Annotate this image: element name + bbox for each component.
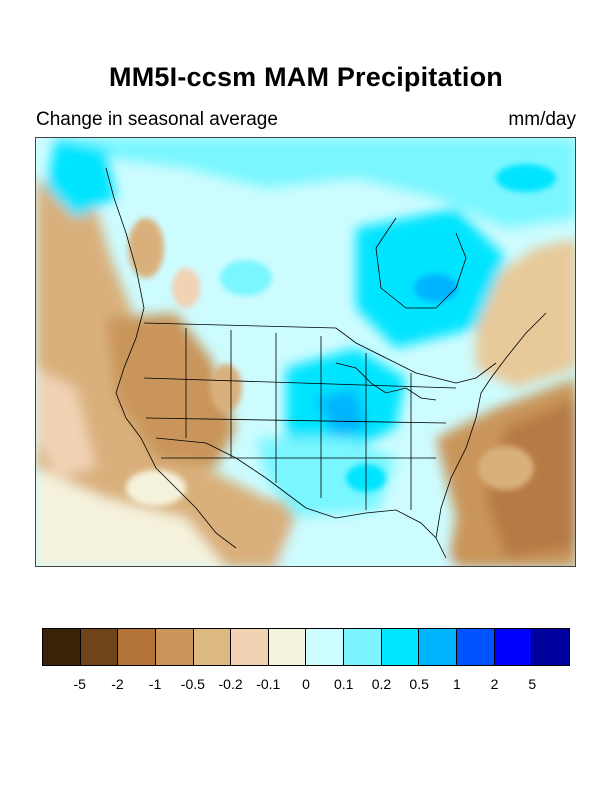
colorbar-swatch (457, 629, 495, 665)
us-mexico-border (155, 437, 307, 509)
units-label: mm/day (508, 109, 576, 130)
colorbar-tick-label: -0.1 (256, 676, 281, 692)
gulf-neutral-region (276, 508, 455, 566)
colorbar (42, 628, 570, 666)
colorbar-tick-label: 1 (452, 676, 461, 692)
chart-title: MM5I-ccsm MAM Precipitation (109, 62, 503, 92)
precip-patches (126, 164, 556, 506)
colorbar-tick-label: -0.5 (180, 676, 205, 692)
colorbar-swatch (494, 629, 533, 665)
colorbar-swatch (306, 629, 345, 665)
colorbar-swatch (268, 629, 307, 665)
colorbar-swatch (344, 629, 382, 665)
colorbar-tick-label: -1 (148, 676, 162, 692)
state-lines-1 (185, 328, 412, 510)
colorbar-swatch (231, 629, 269, 665)
colorbar-swatch (43, 629, 81, 665)
colorbar-tick-label: 0.5 (409, 676, 429, 692)
colorbar-swatch (80, 629, 119, 665)
colorbar-tick-label: 5 (528, 676, 537, 692)
boundary-lines (105, 167, 547, 559)
colorbar-tick-label: 0.2 (371, 676, 392, 692)
east-coastline (435, 312, 547, 539)
state-lines-2 (143, 377, 457, 459)
precipitation-map (35, 137, 576, 567)
arctic-wet-region (56, 138, 575, 228)
west-dry-region (36, 178, 336, 566)
northeast-dry-region (476, 238, 575, 388)
colorbar-tick-label: -0.2 (218, 676, 243, 692)
colorbar-swatch (381, 629, 420, 665)
hudson-bay-coast (375, 217, 467, 309)
map-canvas (36, 138, 575, 566)
colorbar-tick-label: 0 (302, 676, 310, 692)
colorbar-tick-label: -5 (73, 676, 86, 692)
colorbar-tick-labels: -5 -2 -1 -0.5 -0.2 -0.1 0 0.1 0.2 0.5 1 2 5 (42, 676, 570, 696)
colorbar-tick-label: 0.1 (333, 676, 354, 692)
west-coastline (105, 167, 237, 549)
colorbar-swatch (419, 629, 458, 665)
colorbar-swatch (118, 629, 156, 665)
colorbar-swatch (155, 629, 194, 665)
midwest-wet-core (316, 388, 366, 438)
subtitle-description: Change in seasonal average (36, 109, 278, 130)
west-neutral-region (36, 468, 225, 566)
colorbar-swatch (193, 629, 232, 665)
mountain-dry-region (106, 313, 236, 468)
colorbar-swatch (532, 629, 569, 665)
baja-dry-region (36, 368, 96, 478)
colorbar-tick-label: 2 (490, 676, 499, 692)
northwest-coast-wet (46, 138, 116, 218)
colorbar-tick-label: -2 (111, 676, 124, 692)
us-canada-border (143, 322, 497, 384)
great-lakes-outline (335, 362, 437, 401)
